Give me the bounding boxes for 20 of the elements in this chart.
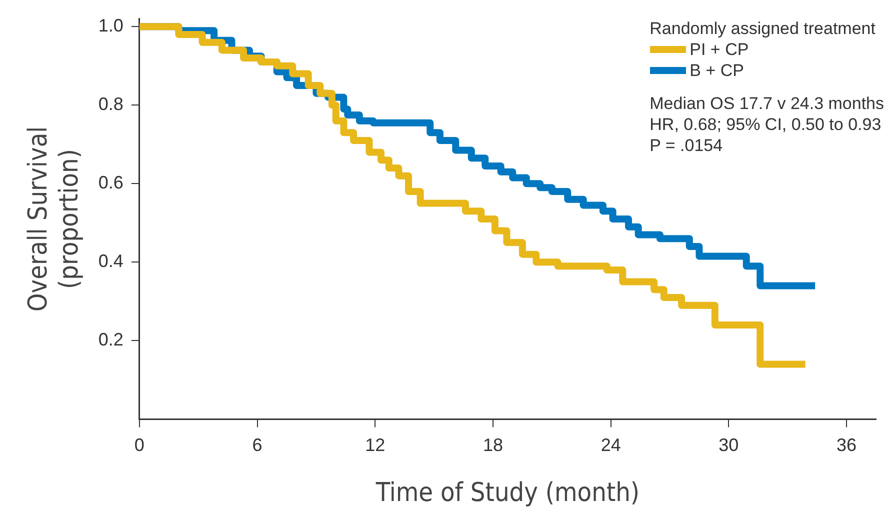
legend-label: B + CP xyxy=(690,60,744,81)
y-tick-label: 0.6 xyxy=(98,172,124,193)
y-axis-title: Overall Survival (proportion) xyxy=(23,126,85,312)
x-tick-label: 24 xyxy=(600,434,621,455)
y-tick-label: 0.4 xyxy=(98,251,124,272)
annotation: Median OS 17.7 v 24.3 months xyxy=(650,93,884,114)
y-tick-label: 0.8 xyxy=(98,94,124,114)
annotation: HR, 0.68; 95% CI, 0.50 to 0.93 xyxy=(650,114,882,135)
legend-label: PI + CP xyxy=(690,39,749,60)
x-axis-title: Time of Study (month) xyxy=(374,478,640,508)
x-tick-label: 12 xyxy=(365,434,386,455)
x-tick-label: 36 xyxy=(836,434,857,455)
x-tick-label: 18 xyxy=(482,434,503,455)
y-tick-label: 1.0 xyxy=(98,16,124,36)
y-tick-label: 0.2 xyxy=(98,330,124,350)
legend-title: Randomly assigned treatment xyxy=(650,18,876,39)
x-tick-label: 6 xyxy=(252,434,262,455)
annotation: P = .0154 xyxy=(650,135,724,156)
x-tick-label: 0 xyxy=(134,434,144,455)
x-tick-label: 30 xyxy=(718,434,739,455)
